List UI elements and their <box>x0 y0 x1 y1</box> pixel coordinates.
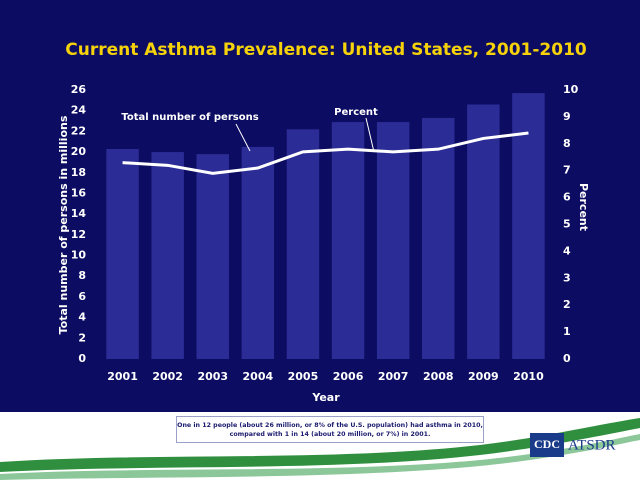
x-tick-label: 2007 <box>378 370 409 383</box>
y-tick-label: 16 <box>71 186 87 199</box>
line <box>122 131 529 175</box>
y2-tick-label: 8 <box>563 137 571 150</box>
y2-tick-label: 0 <box>563 352 571 365</box>
chart-title: Current Asthma Prevalence: United States… <box>65 40 587 60</box>
y2-tick-label: 9 <box>563 110 571 123</box>
x-tick-label: 2010 <box>513 370 544 383</box>
y-tick-label: 20 <box>71 145 87 158</box>
y-axis-label: Total number of persons in millions <box>57 115 70 334</box>
y-tick-label: 0 <box>78 352 86 365</box>
logo-text: ATSDR <box>568 437 616 453</box>
bar <box>331 122 365 359</box>
x-tick-label: 2002 <box>152 370 183 383</box>
y-tick-label: 22 <box>71 124 86 137</box>
y2-tick-label: 4 <box>563 244 571 257</box>
y2-tick-label: 1 <box>563 325 571 338</box>
y-tick-label: 26 <box>71 83 87 96</box>
y-tick-label: 12 <box>71 228 86 241</box>
y-tick-label: 8 <box>78 269 86 282</box>
x-tick-label: 2005 <box>288 370 319 383</box>
x-tick-label: 2009 <box>468 370 499 383</box>
y2-axis-label: Percent <box>577 183 590 231</box>
annotation-pointer <box>365 117 375 153</box>
footnote: One in 12 people (about 26 million, or 8… <box>176 416 484 443</box>
y2-tick-label: 6 <box>563 191 571 204</box>
bar <box>106 148 139 359</box>
bar <box>512 93 545 359</box>
bar <box>376 122 410 359</box>
y-tick-label: 6 <box>78 290 86 303</box>
x-tick-label: 2006 <box>333 370 364 383</box>
bar <box>467 104 500 359</box>
footer-swoosh <box>0 434 640 480</box>
footer-swoosh <box>0 418 640 472</box>
bar <box>422 117 455 359</box>
annotation: Percent <box>334 107 378 118</box>
y-tick-label: 4 <box>78 311 86 324</box>
y-tick-label: 2 <box>78 331 86 344</box>
annotation: Total number of persons <box>121 112 258 123</box>
annotation-pointer <box>235 123 251 152</box>
y2-tick-label: 7 <box>563 164 571 177</box>
y2-tick-label: 10 <box>563 83 579 96</box>
y-tick-label: 24 <box>71 104 87 117</box>
x-tick-label: 2008 <box>423 370 454 383</box>
x-axis-label: Year <box>311 391 340 404</box>
y-tick-label: 10 <box>71 249 87 262</box>
y2-tick-label: 5 <box>563 218 571 231</box>
bar <box>241 146 275 359</box>
bar <box>286 129 320 359</box>
y-tick-label: 18 <box>71 166 86 179</box>
x-tick-label: 2003 <box>197 370 228 383</box>
x-tick-label: 2001 <box>107 370 138 383</box>
y2-tick-label: 3 <box>563 271 571 284</box>
y2-tick-label: 2 <box>563 298 571 311</box>
bar <box>151 152 184 359</box>
logo-text: CDC <box>534 437 560 451</box>
bar <box>196 154 229 359</box>
x-tick-label: 2004 <box>243 370 274 383</box>
y-tick-label: 14 <box>71 207 87 220</box>
cdc-logo-box <box>530 433 564 457</box>
